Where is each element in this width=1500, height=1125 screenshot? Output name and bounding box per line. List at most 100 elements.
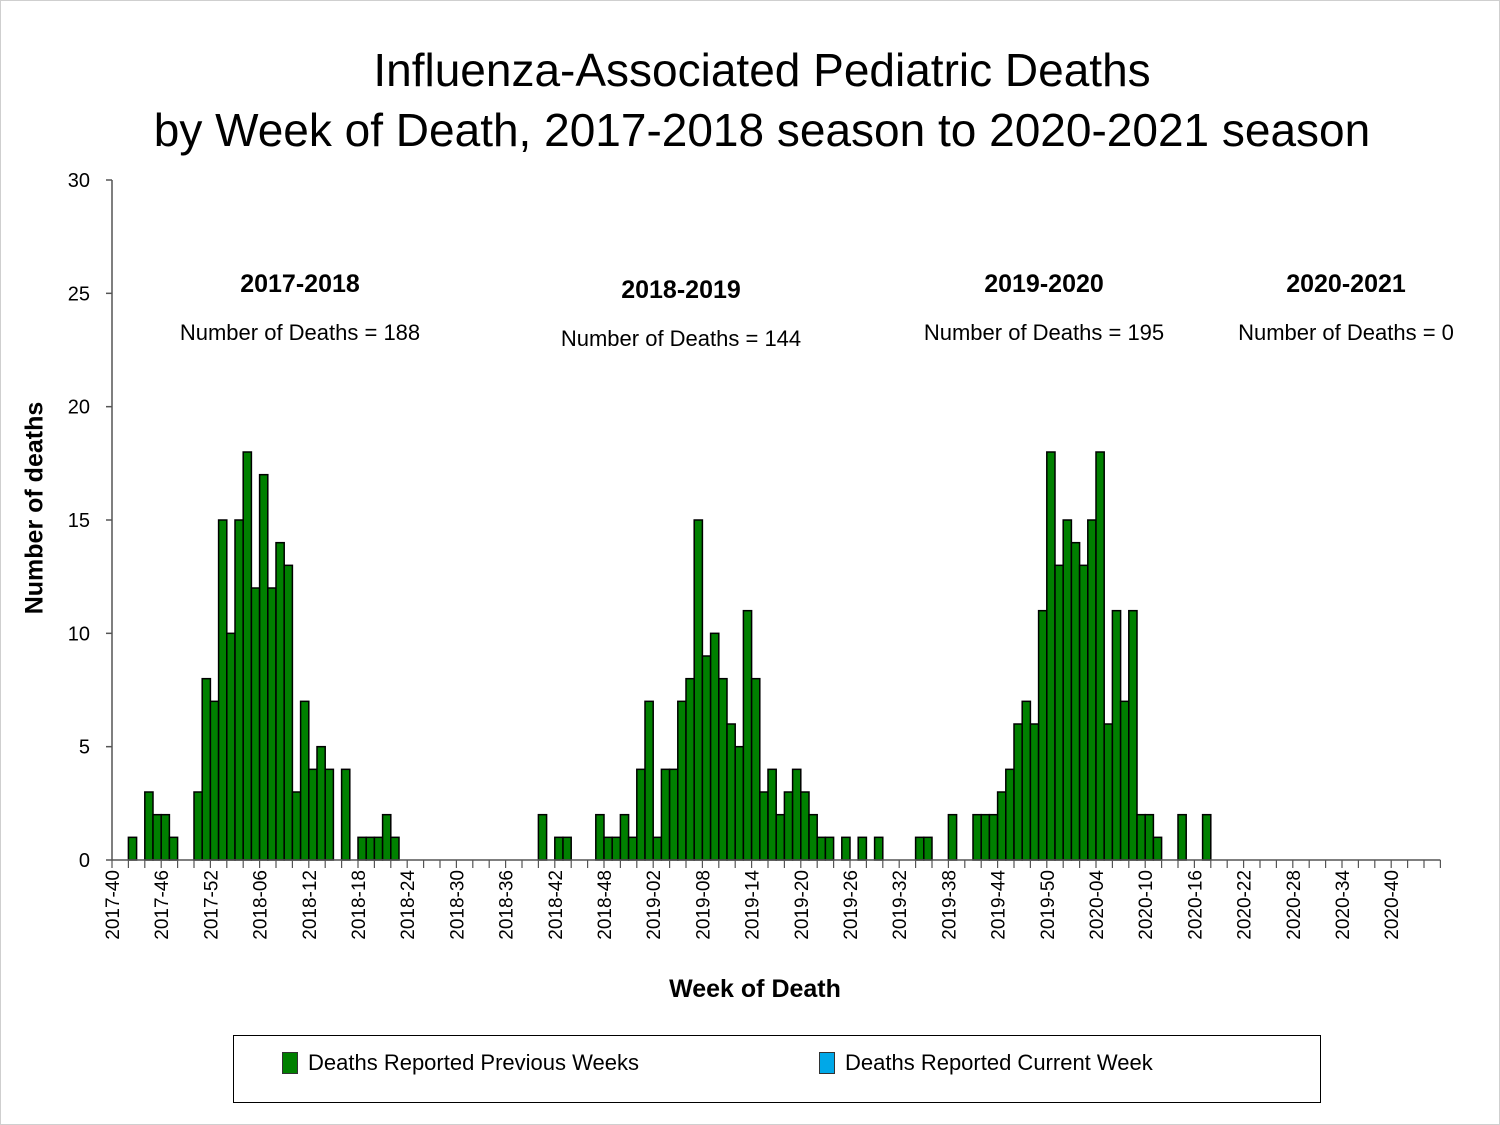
bar [283,564,294,861]
x-tick-label: 2019-50 [1038,870,1059,940]
bar [791,768,802,861]
season-label-2018-2019: 2018-2019 [621,276,741,304]
bar [1078,564,1089,861]
bar [1136,813,1146,861]
bar [619,813,630,861]
bar [767,768,777,861]
bar [316,745,326,861]
x-tick-label: 2017-52 [201,870,222,940]
bar [193,791,203,861]
x-tick-label: 2020-40 [1382,870,1403,940]
bar [537,813,548,861]
bar [718,677,728,861]
legend: Deaths Reported Previous Weeks Deaths Re… [233,1035,1321,1103]
bar [841,836,851,861]
x-tick-label: 2020-16 [1185,870,1206,940]
bar [291,791,302,861]
bar [562,836,572,861]
bar [373,836,384,861]
bar [808,813,818,861]
x-tick-label: 2018-12 [300,870,321,940]
x-tick-label: 2020-10 [1136,870,1157,940]
bar [800,791,810,861]
y-tick-label: 30 [68,170,90,192]
chart-title: Influenza-Associated Pediatric Deaths [373,44,1151,96]
bar [1005,768,1015,861]
bar [340,768,351,861]
y-tick-label: 5 [79,737,90,759]
x-tick-label: 2020-04 [1087,870,1108,940]
season-count-2019-2020: Number of Deaths = 195 [923,320,1165,345]
x-axis-label: Week of Death [669,975,841,1003]
season-count-2018-2019: Number of Deaths = 144 [560,326,802,351]
bar [734,745,745,861]
bar [1054,564,1064,861]
bar [357,836,367,861]
bar [742,609,753,861]
bar [1152,836,1163,861]
bar [636,768,646,861]
bar [242,451,253,861]
bar [1013,723,1023,861]
x-tick-label: 2019-02 [644,870,665,940]
x-tick-label: 2018-24 [398,870,419,940]
bar [1087,519,1097,861]
bar [160,813,171,861]
legend-swatch-current [819,1052,835,1074]
bar [1128,609,1138,861]
bar [275,541,285,861]
x-tick-label: 2019-20 [792,870,813,940]
legend-label-current: Deaths Reported Current Week [845,1050,1153,1075]
x-tick-label: 2020-22 [1235,870,1256,940]
bar [652,836,663,861]
bar [988,813,999,861]
bar [1144,813,1155,861]
bar [603,836,613,861]
x-tick-label: 2018-18 [349,870,370,940]
bar [144,791,154,861]
season-label-2019-2020: 2019-2020 [984,270,1104,298]
bar [660,768,671,861]
y-tick-label: 10 [68,623,90,645]
bar [250,587,261,861]
bar [390,836,400,861]
x-tick-label: 2019-08 [693,870,714,940]
x-tick-label: 2017-46 [152,870,173,940]
bar [234,519,244,861]
bar [152,813,162,861]
bar [267,587,277,861]
x-tick-label: 2019-32 [890,870,911,940]
y-tick-label: 25 [68,283,90,305]
bar [668,768,679,861]
bar [947,813,958,861]
x-tick-label: 2018-48 [595,870,616,940]
bar [226,632,236,861]
legend-label-previous: Deaths Reported Previous Weeks [308,1050,639,1075]
legend-item-current: Deaths Reported Current Week [819,1050,1153,1076]
bar [677,700,687,861]
x-tick-label: 2020-34 [1333,870,1354,940]
y-tick-label: 0 [79,850,90,872]
bar [1062,519,1073,861]
bar [726,723,736,861]
bar [627,836,638,861]
bar [1111,609,1122,861]
bar [972,813,982,861]
chart-subtitle: by Week of Death, 2017-2018 season to 20… [153,104,1371,156]
bar [824,836,835,861]
bar [1046,451,1056,861]
y-tick-label: 15 [68,510,90,532]
x-tick-label: 2019-26 [841,870,862,940]
bar [644,700,654,861]
bar [685,677,695,861]
bar [168,836,179,861]
bar [365,836,376,861]
y-tick-label: 20 [68,397,90,419]
bar [750,677,761,861]
bar [775,813,786,861]
legend-item-previous: Deaths Reported Previous Weeks [282,1050,639,1076]
x-tick-label: 2020-28 [1284,870,1305,940]
bar [701,655,712,861]
bar [1095,451,1105,861]
